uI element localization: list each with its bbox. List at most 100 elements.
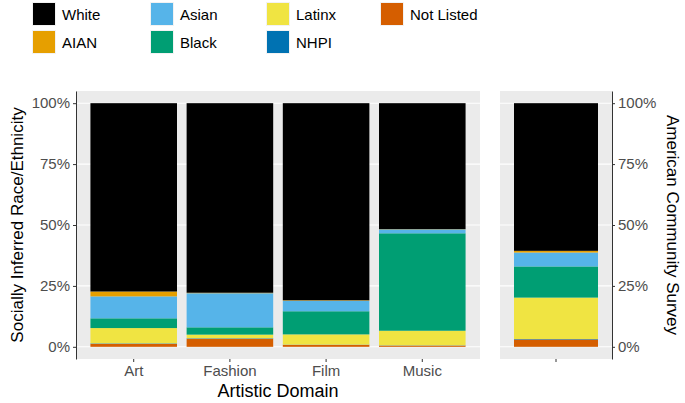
bar-segment (514, 103, 598, 251)
bar-segment (379, 331, 466, 346)
y-tick: 0% (48, 338, 76, 355)
y-tick-label: 0% (48, 338, 70, 355)
bar-segment (379, 233, 466, 330)
y-tick-label: 75% (40, 155, 70, 172)
legend-key (381, 3, 403, 25)
legend-item: Black (150, 30, 217, 54)
y-tick: 100% (32, 94, 76, 111)
y-tick-label: 75% (618, 155, 648, 172)
bar-segment (283, 311, 370, 334)
legend-item: Latinx (266, 2, 337, 26)
bar-segment (90, 103, 177, 291)
x-tick-label: Film (312, 362, 340, 379)
y-tick: 0% (612, 338, 640, 355)
legend-key-background (380, 2, 404, 26)
y-axis-title: Socially Inferred Race/Ethnicity (8, 107, 27, 343)
legend-key-background (266, 2, 290, 26)
panel (76, 91, 480, 359)
legend-key-background (150, 30, 174, 54)
bar-segment (187, 103, 274, 293)
y-tick-label: 100% (618, 94, 656, 111)
bar-segment (379, 103, 466, 229)
grid (500, 103, 612, 347)
y-tick-mark (612, 286, 615, 287)
legend-key (151, 31, 173, 53)
legend-key (151, 3, 173, 25)
y-axis-line (76, 92, 77, 360)
y-tick-mark (73, 347, 76, 348)
y-tick-label: 100% (32, 94, 70, 111)
y-tick: 25% (612, 277, 648, 294)
bar-segment (187, 293, 274, 327)
bar-segment (90, 328, 177, 343)
x-axis-title: Artistic Domain (217, 381, 338, 401)
bar-segment (90, 292, 177, 297)
x-tick: Music (403, 359, 443, 379)
legend-key (33, 3, 55, 25)
x-axis-line (77, 359, 481, 360)
x-tick (556, 359, 557, 362)
y-axis-title: American Community Survey (663, 115, 682, 336)
x-tick: Art (124, 359, 144, 379)
bar-segment (283, 103, 370, 300)
y-tick: 50% (612, 216, 648, 233)
chart-svg: 0% 25% 50% 75% 100% Art Fashion Film Music Artist… (0, 0, 685, 403)
y-axis: 0% 25% 50% 75% 100% (32, 92, 77, 360)
y-tick-mark (73, 103, 76, 104)
bar-segment (514, 251, 598, 253)
y-tick-mark (73, 286, 76, 287)
bar-segment (90, 296, 177, 318)
y-axis: 0% 25% 50% 75% 100% (612, 92, 656, 360)
y-tick-label: 25% (40, 277, 70, 294)
y-tick: 25% (40, 277, 76, 294)
y-tick: 75% (40, 155, 76, 172)
legend-item: White (32, 2, 100, 26)
legend-key-background (150, 2, 174, 26)
y-tick-mark (73, 164, 76, 165)
y-tick-mark (612, 103, 615, 104)
y-tick-label: 50% (618, 216, 648, 233)
legend-label: Black (180, 34, 217, 51)
y-tick-label: 0% (618, 338, 640, 355)
bar-segment (514, 340, 598, 347)
legend-item: NHPI (266, 30, 332, 54)
bar-segment (514, 298, 598, 339)
y-tick-mark (612, 347, 615, 348)
x-tick-label: Art (124, 362, 144, 379)
bar-segment (187, 327, 274, 334)
legend-label: Latinx (296, 6, 337, 23)
x-tick-mark (556, 359, 557, 362)
legend-label: Not Listed (410, 6, 478, 23)
x-tick: Fashion (203, 359, 256, 379)
legend-label: Asian (180, 6, 218, 23)
y-tick-label: 50% (40, 216, 70, 233)
legend-label: White (62, 6, 100, 23)
bar-segment (187, 339, 274, 347)
legend-key-background (32, 30, 56, 54)
bar-segment (379, 346, 466, 347)
legend-item: Asian (150, 2, 218, 26)
x-tick-label: Music (403, 362, 443, 379)
bar-segment (283, 345, 370, 347)
bar-segment (90, 344, 177, 347)
bar-segment (187, 335, 274, 339)
bar-segment (379, 229, 466, 233)
bar-segment (90, 318, 177, 328)
legend-key (267, 3, 289, 25)
x-axis: Art Fashion Film Music (77, 359, 481, 379)
y-tick-mark (612, 225, 615, 226)
y-tick: 75% (612, 155, 648, 172)
x-tick-label: Fashion (203, 362, 256, 379)
y-tick: 100% (612, 94, 656, 111)
bar-segment (283, 334, 370, 344)
y-tick: 50% (40, 216, 76, 233)
legend-item: Not Listed (380, 2, 478, 26)
panel (500, 91, 612, 359)
bars (514, 103, 598, 347)
grid (76, 103, 480, 347)
y-tick-label: 25% (618, 277, 648, 294)
bar-segment (283, 301, 370, 311)
legend-label: NHPI (296, 34, 332, 51)
panel-background (76, 91, 480, 359)
x-tick: Film (312, 359, 340, 379)
